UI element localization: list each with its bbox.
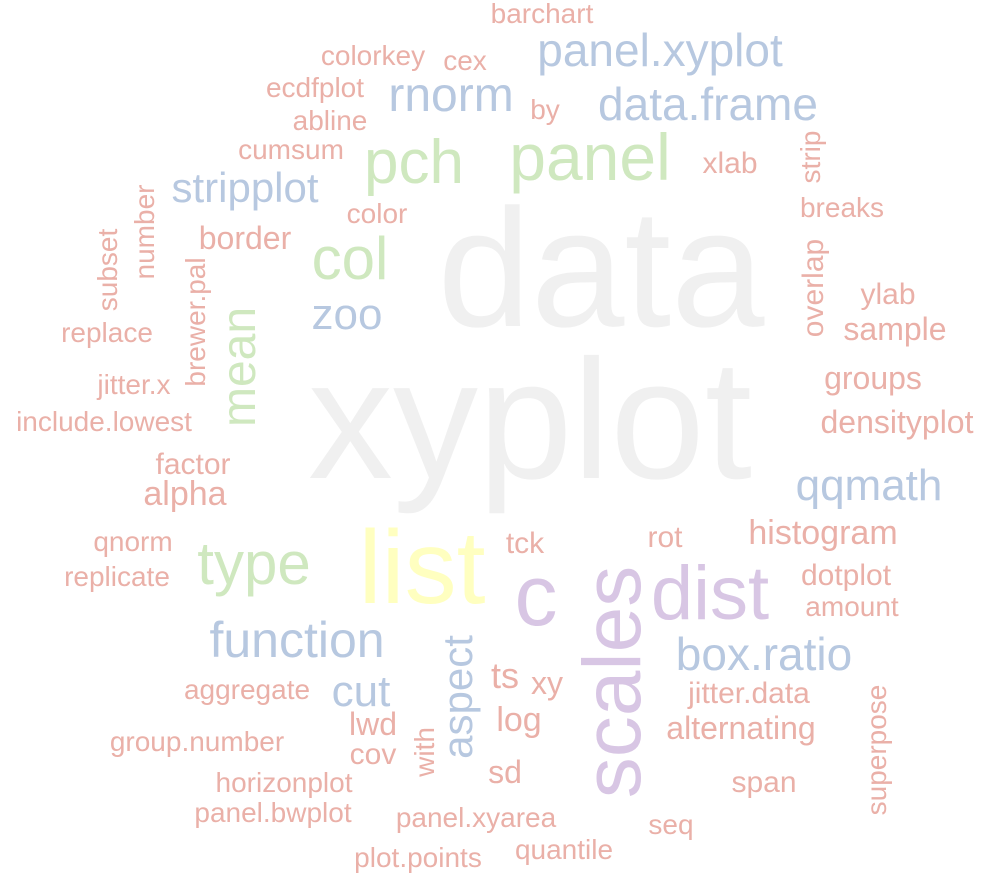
word-rot: rot — [647, 521, 683, 554]
word-function: function — [209, 612, 385, 668]
word-cex: cex — [443, 45, 487, 76]
word-quantile: quantile — [514, 834, 614, 865]
word-color: color — [346, 198, 408, 229]
word-horizonplot: horizonplot — [215, 767, 353, 798]
word-span: span — [731, 766, 797, 799]
word-cumsum: cumsum — [238, 134, 344, 165]
word-brewer-pal: brewer.pal — [180, 257, 211, 387]
word-factor: factor — [155, 448, 231, 481]
word-data: data — [437, 174, 765, 362]
word-panel-bwplot: panel.bwplot — [194, 797, 352, 828]
word-xy: xy — [531, 665, 563, 701]
word-list: list — [358, 510, 486, 626]
word-rnorm: rnorm — [388, 69, 514, 122]
word-sample: sample — [843, 311, 947, 347]
word-tck: tck — [505, 527, 545, 560]
word-by: by — [530, 94, 560, 125]
word-superpose: superpose — [861, 684, 892, 816]
word-dotplot: dotplot — [800, 559, 892, 592]
word-colorkey: colorkey — [320, 40, 426, 71]
word-lwd: lwd — [348, 706, 398, 742]
word-barchart: barchart — [490, 0, 594, 29]
word-cut: cut — [331, 667, 391, 716]
word-aggregate: aggregate — [183, 674, 311, 705]
word-alpha: alpha — [143, 475, 227, 513]
word-log: log — [496, 701, 542, 739]
word-dist: dist — [650, 551, 770, 636]
word-replace: replace — [61, 317, 153, 348]
word-overlap: overlap — [797, 238, 830, 338]
word-xlab: xlab — [702, 147, 758, 180]
word-pch: pch — [364, 128, 464, 197]
word-breaks: breaks — [799, 192, 885, 223]
word-aspect: aspect — [434, 635, 481, 759]
word-type: type — [197, 530, 311, 597]
word-panel: panel — [509, 120, 671, 194]
word-xyplot: xyplot — [307, 325, 753, 515]
word-jitter-data: jitter.data — [688, 677, 810, 710]
word-plot-points: plot.points — [354, 842, 482, 873]
word-jitter-x: jitter.x — [97, 369, 171, 400]
word-box-ratio: box.ratio — [675, 628, 853, 680]
word-panel-xyarea: panel.xyarea — [395, 802, 557, 833]
word-panel-xyplot: panel.xyplot — [537, 24, 783, 76]
word-ylab: ylab — [860, 278, 916, 311]
word-data-frame: data.frame — [598, 78, 818, 130]
word-qqmath: qqmath — [795, 461, 943, 510]
word-ecdfplot: ecdfplot — [265, 72, 365, 103]
word-number: number — [129, 184, 160, 280]
word-subset: subset — [92, 228, 123, 312]
word-group-number: group.number — [109, 726, 285, 757]
word-amount: amount — [805, 591, 899, 622]
word-alternating: alternating — [666, 710, 816, 746]
word-c: c — [514, 548, 558, 644]
word-ts: ts — [490, 655, 520, 696]
word-cov: cov — [349, 738, 397, 771]
word-zoo: zoo — [311, 290, 383, 339]
word-replicate: replicate — [64, 561, 170, 592]
word-qnorm: qnorm — [93, 526, 173, 557]
word-stripplot: stripplot — [171, 164, 319, 211]
word-include-lowest: include.lowest — [16, 406, 192, 437]
word-col: col — [311, 225, 389, 292]
word-scales: scales — [567, 565, 658, 799]
word-mean: mean — [213, 306, 266, 428]
word-abline: abline — [292, 105, 368, 136]
word-strip: strip — [795, 130, 826, 184]
word-with: with — [409, 727, 440, 777]
word-groups: groups — [824, 360, 922, 396]
word-border: border — [198, 220, 292, 256]
word-densityplot: densityplot — [820, 404, 974, 440]
word-seq: seq — [648, 809, 694, 840]
word-histogram: histogram — [748, 514, 898, 552]
word-sd: sd — [488, 754, 522, 790]
